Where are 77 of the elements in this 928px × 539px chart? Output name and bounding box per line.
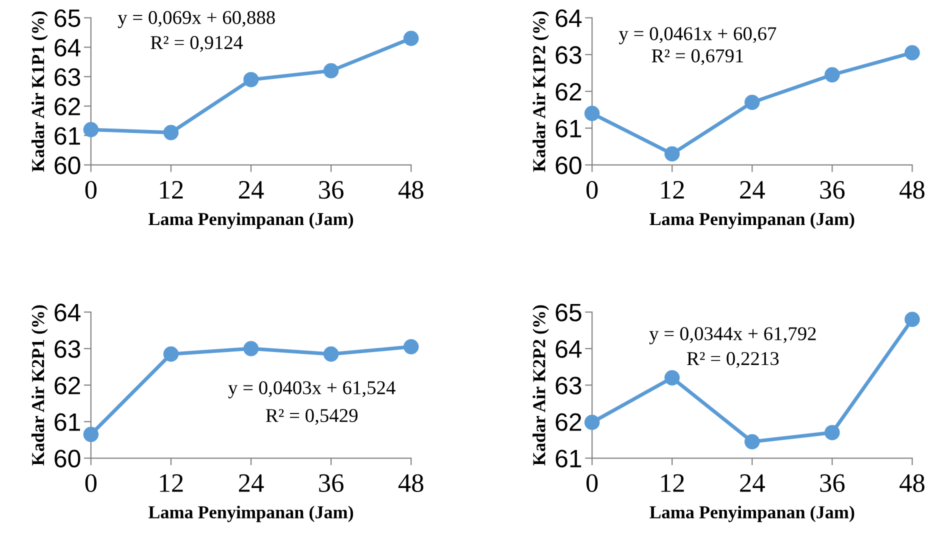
y-axis-title: Kadar Air K1P1 (%) <box>31 11 48 172</box>
point <box>824 424 840 440</box>
x-tick-label: 24 <box>238 474 264 492</box>
point <box>824 67 840 82</box>
y-tick-label: 64 <box>54 304 80 322</box>
point <box>243 340 259 356</box>
annotation: y = 0,069x + 60,888 <box>118 10 275 28</box>
x-tick-label: 48 <box>398 180 424 199</box>
y-tick-label: 62 <box>556 82 582 101</box>
point <box>323 63 339 78</box>
y-tick-label: 61 <box>54 413 80 431</box>
y-tick-label: 61 <box>54 127 80 145</box>
y-axis-title: Kadar Air K1P2 (%) <box>532 11 549 172</box>
y-tick-label: 62 <box>54 98 80 116</box>
point <box>323 346 339 362</box>
annotation: R² = 0,5429 <box>266 408 358 425</box>
x-tick-label: 12 <box>160 181 183 199</box>
x-axis-title: Lama Penyimpanan (Jam) <box>650 506 854 522</box>
y-tick-label: 65 <box>556 304 582 322</box>
point <box>744 434 760 450</box>
point <box>664 370 680 386</box>
point <box>584 414 600 430</box>
x-tick-label: 24 <box>740 181 765 199</box>
x-axis-title: Lama Penyimpanan (Jam) <box>650 212 854 229</box>
x-tick-label: 12 <box>661 181 684 199</box>
y-tick-label: 65 <box>54 9 80 28</box>
point <box>403 30 419 46</box>
y-tick-label: 60 <box>54 450 80 468</box>
annotation: R² = 0,2213 <box>687 352 779 368</box>
y-tick-label: 63 <box>556 46 582 64</box>
point <box>904 45 920 60</box>
y-tick-label: 62 <box>54 376 80 394</box>
y-tick-label: 60 <box>556 156 582 174</box>
point <box>904 312 920 328</box>
x-axis-title: Lama Penyimpanan (Jam) <box>148 212 354 229</box>
y-tick-label: 61 <box>556 120 582 138</box>
y-tick-label: 64 <box>54 38 80 57</box>
annotation: R² = 0,9124 <box>150 36 243 52</box>
y-tick-label: 60 <box>54 156 80 174</box>
x-tick-label: 24 <box>740 474 765 492</box>
annotation: R² = 0,6791 <box>652 49 744 66</box>
point <box>83 122 99 138</box>
y-axis-title: Kadar Air K2P1 (%) <box>31 305 48 466</box>
y-tick-label: 62 <box>556 413 582 431</box>
x-tick-label: 12 <box>661 474 684 492</box>
point <box>584 106 600 122</box>
point <box>163 124 179 140</box>
x-tick-label: 36 <box>319 474 344 492</box>
x-axis-title: Lama Penyimpanan (Jam) <box>148 506 354 522</box>
x-tick-label: 48 <box>900 474 924 492</box>
y-axis-title: Kadar Air K2P2 (%) <box>532 305 549 466</box>
annotation: y = 0,0403x + 61,524 <box>228 381 396 398</box>
annotation: y = 0,0344x + 61,792 <box>649 327 816 344</box>
x-tick-label: 0 <box>85 180 97 199</box>
x-tick-label: 24 <box>238 181 264 199</box>
y-tick-label: 63 <box>54 68 80 86</box>
point <box>243 72 259 88</box>
x-tick-label: 0 <box>586 474 598 492</box>
x-tick-label: 12 <box>160 474 183 492</box>
y-tick-label: 61 <box>556 450 582 468</box>
point <box>664 146 680 162</box>
x-tick-label: 48 <box>398 474 424 492</box>
point <box>744 94 760 110</box>
x-tick-label: 36 <box>319 181 344 199</box>
point <box>163 346 179 362</box>
x-tick-label: 0 <box>586 180 598 199</box>
x-tick-label: 48 <box>900 180 924 199</box>
point <box>83 426 99 442</box>
x-tick-label: 36 <box>820 474 845 492</box>
y-tick-label: 63 <box>54 340 80 358</box>
y-tick-label: 64 <box>556 9 582 28</box>
y-tick-label: 63 <box>556 376 582 394</box>
y-tick-label: 64 <box>556 340 582 358</box>
x-tick-label: 36 <box>820 181 845 199</box>
x-tick-label: 0 <box>85 474 97 492</box>
point <box>403 339 419 354</box>
annotation: y = 0,0461x + 60,67 <box>618 27 776 44</box>
